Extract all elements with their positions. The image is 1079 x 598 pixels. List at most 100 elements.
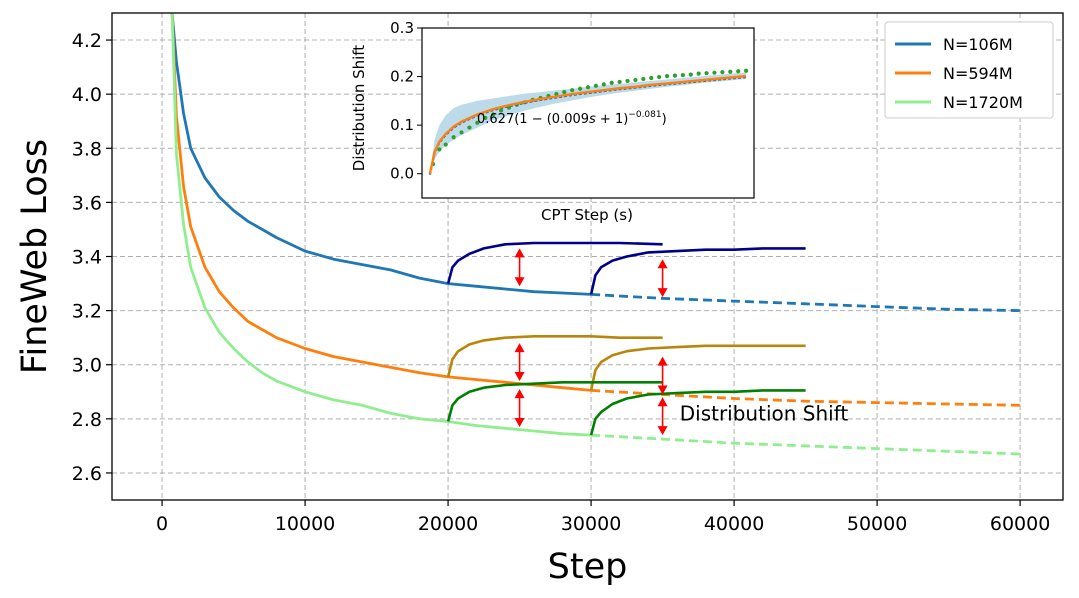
inset-fit-formula: 0.627(1 − (0.009s + 1)−0.081) [477,110,667,127]
inset-dot-38 [728,69,733,74]
x-tick-label-2: 20000 [418,513,478,535]
shift-arrow-head-up-2 [514,343,525,353]
inset-dot-25 [625,78,630,84]
shift-arrow-head-up-3 [657,356,668,366]
x-tick-label-4: 40000 [704,513,764,535]
inset-band [429,72,747,174]
inset-dot-3 [451,135,456,140]
inset-dot-40 [743,68,749,73]
shift-arrow-head-down-3 [657,385,668,395]
legend: N=106M N=594M N=1720M [884,21,1054,119]
inset-dot-26 [633,77,638,83]
formula-tail: + 1) [596,112,629,127]
inset-dot-9 [498,108,504,113]
x-tick-label-6: 60000 [990,513,1050,535]
inset-dot-21 [593,83,599,88]
distribution-shift-annotation: Distribution Shift [680,401,849,425]
series-solid-0 [170,12,592,296]
shift-arrow-head-up-1 [657,259,668,269]
x-tick-label-0: 0 [156,513,168,535]
inset-dot-31 [672,73,678,78]
y-ticks: 2.6 2.8 3.0 3.2 3.4 3.6 3.8 4.0 4.2 [72,30,112,485]
shift-arrow-head-up-5 [657,397,668,407]
inset-dot-7 [483,115,488,120]
x-tick-label-5: 50000 [847,513,907,535]
cpt-line-4 [446,380,663,422]
inset-dot-23 [609,80,614,85]
y-tick-label-5: 3.6 [72,192,102,214]
inset-dot-37 [720,70,725,75]
cpt-line-0 [446,241,663,284]
shift-arrow-head-down-0 [514,277,525,287]
cpt-line-2 [446,334,663,378]
cpt-lines [446,241,806,436]
x-tick-label-3: 30000 [561,513,621,535]
shift-arrow-head-up-0 [514,248,525,258]
inset-y-axis-label: Distribution Shift [350,45,368,171]
series-solid-1 [170,12,592,392]
inset-dot-2 [443,142,448,147]
inset-x-axis-label: CPT Step (s) [541,206,633,224]
y-tick-label-6: 3.8 [72,138,102,160]
inset-dot-8 [491,112,496,117]
legend-box [884,21,1054,119]
series-solid-2 [170,12,592,437]
inset-dot-30 [664,73,670,79]
inset-dot-17 [562,90,567,95]
inset-dot-4 [459,130,464,135]
series-dashed-2 [591,433,1021,456]
shift-arrow-head-down-2 [514,371,525,381]
legend-label-n1720: N=1720M [943,93,1023,112]
legend-label-n106: N=106M [943,35,1013,54]
inset-y-ticks: 0.0 0.1 0.2 0.3 [390,19,422,183]
inset-fit-line [428,74,747,174]
y-tick-label-1: 2.8 [72,409,102,431]
inset-chart: 0.0 0.1 0.2 0.3 CPT Step (s) Distribution S… [350,19,755,224]
inset-dot-36 [712,70,717,75]
shift-arrow-head-down-5 [657,426,668,436]
inset-y-tick-label-1: 0.1 [390,116,414,134]
inset-y-tick-label-3: 0.3 [390,19,414,37]
inset-dot-16 [554,91,559,97]
y-tick-label-4: 3.4 [72,247,102,269]
inset-y-tick-label-2: 0.2 [390,68,414,86]
y-tick-label-7: 4.0 [72,84,102,106]
formula-close: ) [662,112,667,127]
inset-frame [421,27,755,199]
y-tick-label-3: 3.2 [72,301,102,323]
formula-s: s [589,112,596,127]
inset-dot-34 [696,71,701,76]
shift-arrow-head-down-1 [657,288,668,298]
inset-dot-6 [475,120,480,125]
cpt-line-1 [589,247,806,295]
x-axis-label: Step [548,547,628,587]
shift-arrow-head-down-4 [514,417,525,427]
formula-main: 0.627(1 − (0.009 [477,112,589,127]
inset-dot-20 [585,85,591,90]
inset-dot-39 [736,69,741,74]
inset-dot-28 [649,75,654,81]
series-dashed-0 [591,293,1021,312]
cpt-line-3 [589,344,806,391]
inset-dot-35 [704,71,709,76]
inset-dot-19 [577,86,583,91]
y-tick-label-2: 3.0 [72,355,102,377]
y-tick-label-0: 2.6 [72,463,102,485]
y-tick-label-8: 4.2 [72,30,102,52]
inset-dot-22 [601,82,606,87]
x-ticks: 0 10000 20000 30000 40000 50000 60000 [156,500,1050,535]
inset-dot-33 [688,72,693,77]
inset-y-tick-label-0: 0.0 [390,165,414,183]
x-tick-label-1: 10000 [275,513,335,535]
shift-arrow-head-up-4 [514,389,525,399]
inset-dot-32 [680,73,685,78]
cpt-line-5 [589,389,806,436]
inset-dot-18 [570,88,575,93]
formula-exponent: −0.081 [628,110,661,120]
inset-dot-1 [437,147,442,152]
inset-data [428,68,749,175]
inset-dot-29 [657,74,662,80]
legend-label-n594: N=594M [943,64,1013,83]
shift-arrows [514,248,668,436]
